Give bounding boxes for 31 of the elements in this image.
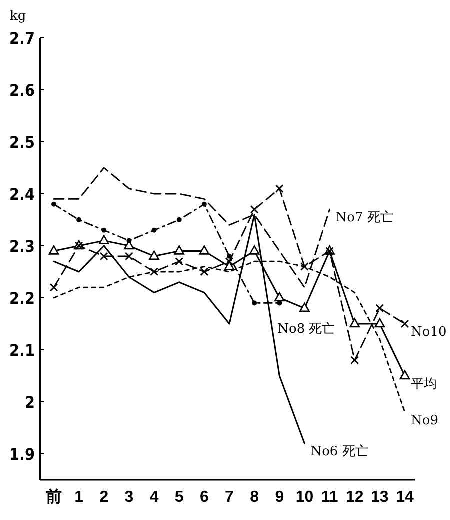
- x-tick-label: 前: [45, 488, 62, 506]
- x-tick-label: 6: [200, 489, 209, 506]
- x-tick-label: 2: [100, 489, 109, 506]
- x-tick-label: 13: [371, 489, 389, 506]
- x-tick-label: 3: [124, 489, 134, 506]
- y-axis-title: kg: [10, 9, 26, 24]
- x-tick-label: 8: [250, 489, 260, 506]
- series-label: 平均: [411, 377, 437, 392]
- x-tick-label: 5: [174, 489, 184, 506]
- y-tick-label: 2.5: [10, 133, 35, 152]
- y-tick-label: 2: [24, 393, 35, 412]
- x-tick-label: 11: [321, 489, 338, 506]
- y-tick-label: 2.3: [10, 237, 35, 256]
- y-tick-label: 2.6: [10, 81, 35, 100]
- x-tick-label: 1: [74, 489, 84, 506]
- series-label: No6 死亡: [310, 444, 368, 460]
- x-tick-label: 12: [346, 489, 364, 506]
- x-tick-label: 7: [225, 489, 234, 506]
- series-label: No8 死亡: [278, 321, 336, 338]
- x-tick-label: 14: [396, 489, 414, 506]
- x-tick-label: 10: [296, 489, 314, 506]
- series-label: No10: [411, 325, 447, 340]
- y-tick-label: 2.7: [10, 29, 35, 48]
- x-tick-label: 9: [275, 489, 284, 506]
- y-tick-label: 2.1: [10, 341, 35, 360]
- x-tick-label: 4: [150, 489, 159, 506]
- series-label: No7 死亡: [336, 210, 394, 226]
- series-label: No9: [411, 413, 438, 428]
- y-tick-label: 2.2: [10, 289, 35, 308]
- y-tick-label: 2.4: [10, 185, 35, 204]
- y-tick-label: 1.9: [10, 445, 35, 464]
